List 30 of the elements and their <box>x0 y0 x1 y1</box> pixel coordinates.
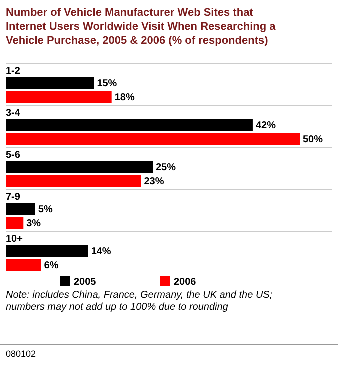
data-label: 15% <box>97 78 118 90</box>
bar <box>6 133 300 145</box>
data-label: 6% <box>44 260 59 272</box>
bar <box>6 217 24 229</box>
text: Note: includes China, France, Germany, the UK and the US; numbers may not add up to 100% due to rounding <box>6 290 273 313</box>
y-tick-label: 3-4 <box>6 108 21 119</box>
legend-label: 2006 <box>174 277 197 288</box>
data-label: 18% <box>114 92 135 104</box>
data-label: 3% <box>26 218 42 230</box>
data-label: 5% <box>38 204 53 216</box>
text: 080102 <box>6 349 36 359</box>
y-tick-label: 1-2 <box>6 66 21 77</box>
data-label: 14% <box>91 246 112 258</box>
bar <box>6 259 42 271</box>
chart-title: Number of Vehicle Manufacturer Web Sites that Internet Users Worldwide Visit When Researching a Vehicle Purchase, 2005 & 2006 (% of respondents) <box>6 7 277 47</box>
legend-label: 2005 <box>74 277 97 288</box>
bar <box>6 245 88 257</box>
bar <box>6 77 94 89</box>
bar <box>6 91 112 103</box>
bar <box>6 203 36 215</box>
bar <box>6 119 253 131</box>
data-label: 50% <box>303 134 324 146</box>
data-label: 25% <box>156 162 176 174</box>
y-tick-label: 5-6 <box>6 150 21 161</box>
data-label: 23% <box>144 176 164 188</box>
bar <box>6 161 153 173</box>
data-label: 42% <box>256 120 276 132</box>
bar <box>6 175 142 187</box>
y-tick-label: 10+ <box>6 234 24 245</box>
y-tick-label: 7-9 <box>6 192 21 203</box>
